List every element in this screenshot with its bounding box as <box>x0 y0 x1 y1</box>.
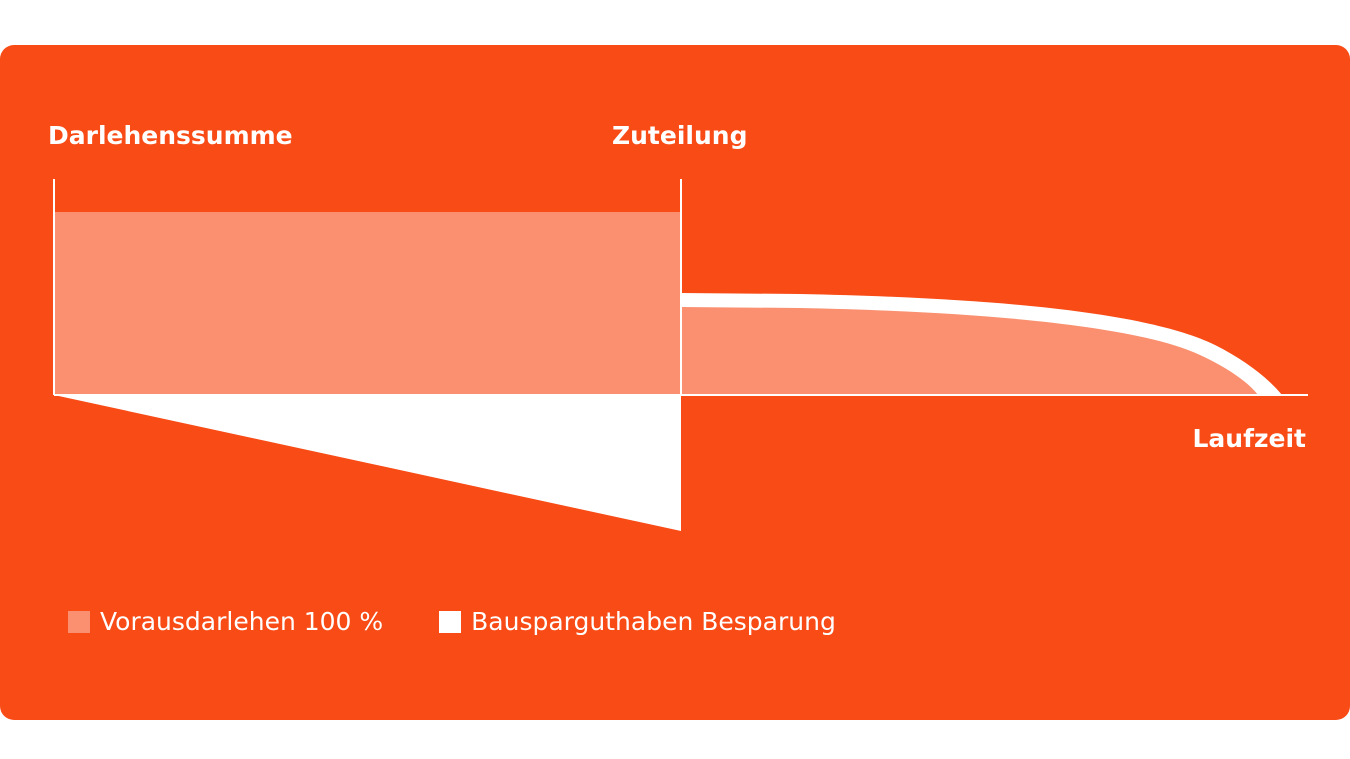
laufzeit-label: Laufzeit <box>1192 424 1306 453</box>
legend-swatch-vorausdarlehen <box>68 610 90 633</box>
vorausdarlehen-area <box>54 212 681 395</box>
legend-item-vorausdarlehen: Vorausdarlehen 100 % <box>68 607 383 636</box>
legend-label-vorausdarlehen: Vorausdarlehen 100 % <box>100 607 384 636</box>
legend: Vorausdarlehen 100 % Bausparguthaben Bes… <box>68 607 892 636</box>
bauspardarlehen-area <box>681 307 1258 395</box>
legend-label-bausparguthaben: Bausparguthaben Besparung <box>471 607 836 636</box>
zuteilung-label: Zuteilung <box>612 121 748 150</box>
bausparen-diagram <box>53 179 1308 531</box>
bausparguthaben-area <box>54 395 681 531</box>
legend-item-bausparguthaben: Bausparguthaben Besparung <box>439 607 836 636</box>
darlehenssumme-label: Darlehenssumme <box>48 121 293 150</box>
legend-swatch-bausparguthaben <box>439 610 462 633</box>
diagram-card: Darlehenssumme Zuteilung Laufzeit Voraus… <box>0 45 1350 720</box>
